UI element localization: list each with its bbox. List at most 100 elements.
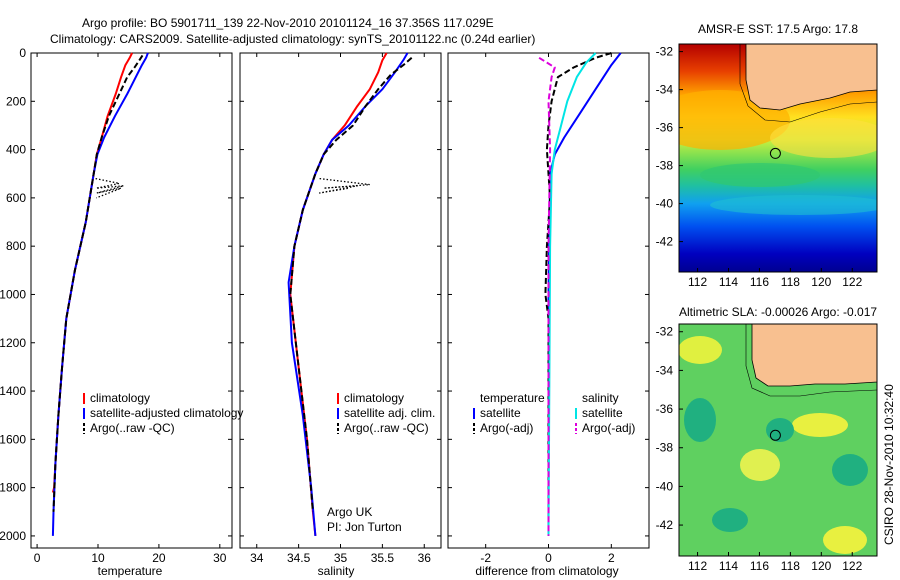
- sst-field: [679, 44, 877, 272]
- sla-map-title: Altimetric SLA: -0.00026 Argo: -0.017: [679, 305, 877, 319]
- legend-temp-argo: Argo(-adj): [480, 421, 533, 435]
- argo-uk-label: Argo UK: [327, 505, 372, 519]
- difference-series-argo-adj--line: [544, 52, 612, 536]
- legend-argo: Argo(..raw -QC): [344, 421, 429, 435]
- temperature-xlabel: temperature: [98, 564, 163, 578]
- difference-legend: temperature satellite Argo(-adj) salinit…: [473, 391, 635, 435]
- map-x-tick-label: 122: [842, 559, 862, 573]
- map-x-tick-label: 122: [842, 275, 862, 289]
- difference-panel: -2 0 2 difference from climatology tempera…: [447, 52, 650, 578]
- temperature-legend: climatology satellite-adjusted climatolo…: [83, 391, 243, 435]
- map-y-tick-label: -38: [656, 159, 674, 173]
- map-x-tick-label: 114: [719, 559, 738, 573]
- legend-sal-satellite: satellite: [582, 406, 623, 420]
- x-tick-label: 34.5: [287, 551, 311, 565]
- legend-temperature-header: temperature: [480, 391, 545, 405]
- salinity-series-argo-raw-qc--line: [289, 57, 413, 512]
- map-x-tick-label: 112: [688, 559, 707, 573]
- map-x-tick-label: 118: [781, 559, 800, 573]
- legend-argo: Argo(..raw -QC): [90, 421, 175, 435]
- sla-yellow-patch: [823, 526, 867, 554]
- legend-satellite-adj: satellite adj. clim.: [344, 406, 435, 420]
- sst-map-title: AMSR-E SST: 17.5 Argo: 17.8: [698, 22, 858, 36]
- sst-land: [745, 44, 877, 111]
- difference-series-argo-adj--line: [538, 56, 556, 536]
- title-line-2: Climatology: CARS2009. Satellite-adjuste…: [50, 32, 535, 46]
- y-tick-label: 1000: [0, 287, 26, 301]
- salinity-panel: 34 34.5 35 35.5 36 salinity climatology sate…: [239, 52, 442, 578]
- map-y-tick-label: -34: [656, 83, 674, 97]
- pi-label: PI: Jon Turton: [327, 520, 402, 534]
- sla-yellow-patch: [740, 449, 780, 481]
- map-y-tick-label: -32: [656, 325, 674, 339]
- difference-series-satellite-line: [547, 52, 597, 536]
- map-y-tick-label: -42: [656, 518, 674, 532]
- salinity-xlabel: salinity: [318, 564, 355, 578]
- x-tick-label: -2: [480, 551, 491, 565]
- sla-map: Altimetric SLA: -0.00026 Argo: -0.017 11…: [656, 305, 878, 573]
- sst-green-band: [700, 163, 820, 187]
- map-x-tick-label: 116: [750, 559, 769, 573]
- sst-contour: [739, 44, 877, 123]
- x-tick-label: 35.5: [371, 551, 395, 565]
- credit-timestamp: CSIRO 28-Nov-2010 10:32:40: [882, 384, 896, 545]
- temperature-series-satellite-adjusted-climatology-line: [51, 52, 149, 536]
- sla-yellow-patch: [679, 336, 722, 364]
- sla-contour: [745, 324, 877, 397]
- x-tick-label: 10: [91, 551, 105, 565]
- legend-sal-argo: Argo(-adj): [582, 421, 635, 435]
- sla-land: [751, 324, 877, 387]
- sla-argo-location-marker: [769, 429, 781, 441]
- x-tick-label: 36: [418, 551, 432, 565]
- x-tick-label: 2: [608, 551, 615, 565]
- legend-climatology: climatology: [344, 391, 404, 405]
- temperature-series-dotted-line: [95, 177, 125, 199]
- title-line-1: Argo profile: BO 5901711_139 22-Nov-2010…: [82, 16, 494, 30]
- difference-series-satellite-line: [547, 52, 622, 536]
- y-tick-label: 1800: [0, 481, 26, 495]
- sst-map: AMSR-E SST: 17.5 Argo: 17.8 112 114 116 118…: [656, 22, 878, 289]
- sst-cyan-band: [710, 195, 877, 215]
- x-tick-label: 0: [545, 551, 552, 565]
- legend-salinity-header: salinity: [582, 391, 619, 405]
- map-y-tick-label: -36: [656, 121, 674, 135]
- salinity-series-satellite-adj-clim--line: [287, 52, 409, 536]
- map-x-tick-label: 120: [811, 559, 831, 573]
- x-tick-label: 35: [334, 551, 348, 565]
- y-tick-label: 1400: [0, 384, 26, 398]
- sla-teal-patch: [712, 508, 748, 532]
- x-tick-label: 20: [152, 551, 166, 565]
- x-tick-label: 0: [34, 551, 41, 565]
- y-tick-label: 800: [6, 239, 26, 253]
- y-tick-label: 1600: [0, 432, 26, 446]
- legend-satellite-adjusted: satellite-adjusted climatology: [90, 406, 243, 420]
- salinity-axes: [239, 52, 442, 549]
- y-tick-label: 200: [6, 94, 26, 108]
- temperature-panel: 0 10 20 30 0 200 400 600 800 1000 1200 1400 1600 1800…: [0, 46, 243, 578]
- sst-map-frame: [678, 43, 878, 273]
- sst-argo-location-marker: [769, 147, 781, 159]
- salinity-legend: climatology satellite adj. clim. Argo(..…: [337, 391, 435, 435]
- map-x-tick-label: 120: [811, 275, 831, 289]
- difference-xlabel: difference from climatology: [475, 564, 618, 578]
- map-x-tick-label: 116: [750, 275, 769, 289]
- map-y-tick-label: -42: [656, 235, 674, 249]
- map-x-tick-label: 112: [688, 275, 707, 289]
- sla-teal-patch: [766, 418, 794, 442]
- y-tick-label: 1200: [0, 336, 26, 350]
- y-tick-label: 600: [6, 191, 26, 205]
- map-y-tick-label: -32: [656, 45, 674, 59]
- sla-yellow-patch: [792, 413, 848, 437]
- salinity-series-climatology-line: [289, 52, 388, 537]
- temperature-series-argo-raw-qc--line: [52, 54, 144, 512]
- legend-temp-satellite: satellite: [480, 406, 521, 420]
- map-x-tick-label: 118: [781, 275, 800, 289]
- x-tick-label: 30: [213, 551, 227, 565]
- sla-field: [679, 324, 877, 556]
- map-x-tick-label: 114: [719, 275, 738, 289]
- y-tick-label: 400: [6, 143, 26, 157]
- salinity-series-dotted-line: [318, 177, 371, 194]
- map-y-tick-label: -38: [656, 441, 674, 455]
- sst-warm-patch: [770, 118, 877, 158]
